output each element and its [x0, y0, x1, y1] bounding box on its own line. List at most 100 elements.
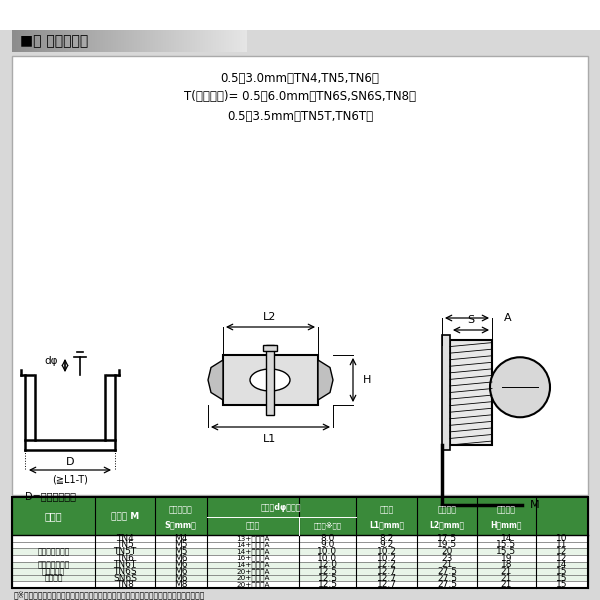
Text: 14: 14 — [556, 560, 568, 569]
Text: M8: M8 — [174, 580, 187, 589]
Text: 15.5: 15.5 — [496, 547, 516, 556]
Bar — [195, 30, 196, 52]
Bar — [12, 497, 588, 535]
Bar — [192, 30, 193, 52]
Text: M6: M6 — [174, 574, 187, 583]
Bar — [118, 30, 119, 52]
Text: TN5T: TN5T — [113, 547, 137, 556]
Text: 12.7: 12.7 — [376, 567, 397, 576]
Text: 11: 11 — [556, 541, 568, 550]
Bar — [205, 30, 206, 52]
Text: dφ: dφ — [44, 356, 58, 366]
Bar — [231, 30, 232, 52]
Bar — [87, 30, 88, 52]
Bar — [48, 30, 49, 52]
Bar — [209, 30, 210, 52]
Bar — [126, 30, 127, 52]
Bar — [98, 30, 99, 52]
Bar — [62, 30, 63, 52]
Bar — [166, 30, 167, 52]
Bar — [229, 30, 230, 52]
Bar — [191, 30, 192, 52]
Text: 高耐食品: 高耐食品 — [44, 574, 63, 583]
Bar — [28, 30, 29, 52]
Bar — [61, 30, 62, 52]
Text: 0.5～3.5mm（TN5T,TN6T）: 0.5～3.5mm（TN5T,TN6T） — [227, 109, 373, 122]
Bar — [178, 30, 179, 52]
Bar — [32, 30, 33, 52]
Bar — [155, 30, 156, 52]
Bar — [113, 30, 114, 52]
Bar — [187, 30, 188, 52]
Bar — [95, 30, 96, 52]
Bar — [86, 30, 87, 52]
Text: 14+器材厚A: 14+器材厚A — [236, 562, 270, 568]
Bar — [159, 30, 160, 52]
Bar — [67, 30, 68, 52]
Bar — [84, 30, 85, 52]
Bar — [180, 30, 181, 52]
Text: M6: M6 — [174, 560, 187, 569]
Bar — [101, 30, 102, 52]
Bar — [143, 30, 144, 52]
Bar — [216, 30, 217, 52]
Text: D: D — [66, 457, 74, 467]
Text: 15: 15 — [556, 580, 568, 589]
Bar — [125, 30, 126, 52]
Bar — [115, 30, 116, 52]
Bar — [130, 30, 131, 52]
Bar — [14, 30, 15, 52]
Bar — [31, 30, 32, 52]
Text: M: M — [530, 500, 539, 510]
Bar — [37, 30, 38, 52]
Bar — [226, 30, 227, 52]
Text: S（mm）: S（mm） — [164, 520, 197, 529]
Text: SN6S: SN6S — [113, 574, 137, 583]
Bar — [173, 30, 174, 52]
Bar — [23, 30, 24, 52]
Bar — [235, 30, 236, 52]
Bar — [206, 30, 207, 52]
Text: 19: 19 — [500, 554, 512, 563]
Bar — [121, 30, 122, 52]
Bar — [190, 30, 191, 52]
Bar — [146, 30, 147, 52]
Bar — [163, 30, 164, 52]
Bar — [100, 30, 101, 52]
Bar — [88, 30, 89, 52]
Bar — [27, 30, 28, 52]
Text: 10.2: 10.2 — [376, 547, 397, 556]
Bar — [160, 30, 161, 52]
Bar — [221, 30, 222, 52]
Bar — [54, 30, 55, 52]
Bar — [188, 30, 189, 52]
Bar — [12, 548, 588, 555]
Bar — [56, 30, 57, 52]
Bar — [189, 30, 190, 52]
Bar — [16, 30, 17, 52]
Bar — [234, 30, 235, 52]
Bar — [213, 30, 214, 52]
Bar — [105, 30, 106, 52]
Bar — [135, 30, 136, 52]
Bar — [232, 30, 233, 52]
Bar — [141, 30, 142, 52]
Bar — [108, 30, 109, 52]
Bar — [202, 30, 203, 52]
Bar — [171, 30, 172, 52]
Polygon shape — [208, 360, 223, 400]
Bar — [13, 30, 14, 52]
Bar — [12, 56, 588, 495]
Bar — [109, 30, 110, 52]
Text: ■規 格・サイズ: ■規 格・サイズ — [20, 34, 88, 48]
Text: ドリル※注１: ドリル※注１ — [313, 522, 341, 530]
Bar — [211, 30, 212, 52]
Bar — [241, 30, 242, 52]
Bar — [90, 30, 91, 52]
Text: 20+器材厚A: 20+器材厚A — [236, 568, 270, 575]
Text: 記　号: 記 号 — [45, 511, 62, 521]
Bar — [42, 30, 43, 52]
Bar — [176, 30, 177, 52]
Bar — [184, 30, 185, 52]
Text: TN6S: TN6S — [113, 567, 137, 576]
